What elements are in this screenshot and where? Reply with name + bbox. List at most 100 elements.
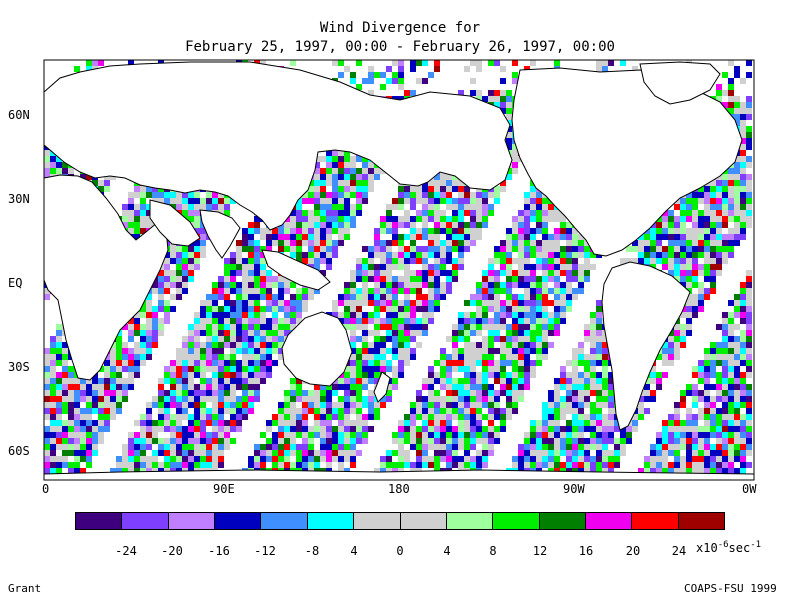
- divergence-cell: [398, 84, 404, 90]
- divergence-cell: [332, 204, 338, 210]
- divergence-cell: [446, 336, 452, 342]
- divergence-cell: [716, 96, 722, 102]
- divergence-cell: [182, 258, 188, 264]
- divergence-cell: [200, 324, 206, 330]
- divergence-cell: [512, 354, 518, 360]
- divergence-cell: [254, 300, 260, 306]
- divergence-cell: [128, 336, 134, 342]
- divergence-cell: [476, 282, 482, 288]
- divergence-cell: [188, 252, 194, 258]
- divergence-cell: [218, 354, 224, 360]
- divergence-cell: [386, 216, 392, 222]
- divergence-cell: [242, 282, 248, 288]
- divergence-cell: [578, 414, 584, 420]
- divergence-cell: [404, 288, 410, 294]
- divergence-cell: [686, 312, 692, 318]
- divergence-cell: [212, 414, 218, 420]
- divergence-cell: [254, 348, 260, 354]
- divergence-cell: [674, 222, 680, 228]
- divergence-cell: [698, 306, 704, 312]
- divergence-cell: [380, 396, 386, 402]
- divergence-cell: [740, 78, 746, 84]
- divergence-cell: [716, 198, 722, 204]
- divergence-cell: [62, 420, 68, 426]
- divergence-cell: [704, 252, 710, 258]
- divergence-cell: [194, 210, 200, 216]
- divergence-cell: [224, 384, 230, 390]
- divergence-cell: [578, 276, 584, 282]
- divergence-cell: [176, 414, 182, 420]
- divergence-cell: [266, 234, 272, 240]
- divergence-cell: [728, 342, 734, 348]
- divergence-cell: [518, 246, 524, 252]
- divergence-cell: [476, 414, 482, 420]
- divergence-cell: [182, 414, 188, 420]
- divergence-cell: [398, 264, 404, 270]
- divergence-cell: [488, 306, 494, 312]
- divergence-cell: [560, 402, 566, 408]
- divergence-cell: [530, 336, 536, 342]
- divergence-cell: [560, 372, 566, 378]
- divergence-cell: [512, 342, 518, 348]
- divergence-cell: [176, 192, 182, 198]
- divergence-cell: [566, 246, 572, 252]
- divergence-cell: [104, 366, 110, 372]
- divergence-cell: [380, 276, 386, 282]
- divergence-cell: [230, 252, 236, 258]
- divergence-cell: [434, 264, 440, 270]
- divergence-cell: [110, 174, 116, 180]
- divergence-cell: [248, 288, 254, 294]
- divergence-cell: [500, 108, 506, 114]
- divergence-cell: [500, 408, 506, 414]
- divergence-cell: [332, 384, 338, 390]
- divergence-cell: [260, 282, 266, 288]
- divergence-cell: [56, 420, 62, 426]
- divergence-cell: [194, 222, 200, 228]
- divergence-cell: [692, 222, 698, 228]
- divergence-cell: [554, 246, 560, 252]
- divergence-cell: [680, 390, 686, 396]
- divergence-cell: [482, 222, 488, 228]
- divergence-cell: [254, 390, 260, 396]
- divergence-cell: [242, 264, 248, 270]
- divergence-cell: [746, 336, 752, 342]
- divergence-cell: [122, 378, 128, 384]
- divergence-cell: [740, 348, 746, 354]
- divergence-cell: [248, 300, 254, 306]
- divergence-cell: [494, 396, 500, 402]
- divergence-cell: [512, 372, 518, 378]
- divergence-cell: [326, 210, 332, 216]
- divergence-cell: [386, 276, 392, 282]
- divergence-cell: [476, 204, 482, 210]
- divergence-cell: [428, 312, 434, 318]
- divergence-cell: [524, 330, 530, 336]
- divergence-cell: [476, 384, 482, 390]
- divergence-cell: [422, 246, 428, 252]
- divergence-cell: [572, 276, 578, 282]
- divergence-cell: [230, 264, 236, 270]
- divergence-cell: [650, 372, 656, 378]
- divergence-cell: [218, 378, 224, 384]
- divergence-cell: [356, 270, 362, 276]
- divergence-cell: [50, 348, 56, 354]
- divergence-cell: [266, 330, 272, 336]
- divergence-cell: [50, 162, 56, 168]
- divergence-cell: [692, 366, 698, 372]
- divergence-cell: [464, 204, 470, 210]
- divergence-cell: [374, 342, 380, 348]
- divergence-cell: [272, 348, 278, 354]
- divergence-cell: [674, 264, 680, 270]
- divergence-cell: [260, 330, 266, 336]
- divergence-cell: [110, 402, 116, 408]
- divergence-cell: [128, 384, 134, 390]
- divergence-cell: [674, 342, 680, 348]
- divergence-cell: [320, 198, 326, 204]
- divergence-cell: [182, 336, 188, 342]
- divergence-cell: [254, 384, 260, 390]
- divergence-cell: [362, 198, 368, 204]
- divergence-cell: [470, 354, 476, 360]
- divergence-cell: [296, 246, 302, 252]
- divergence-cell: [428, 216, 434, 222]
- divergence-cell: [86, 174, 92, 180]
- divergence-cell: [560, 216, 566, 222]
